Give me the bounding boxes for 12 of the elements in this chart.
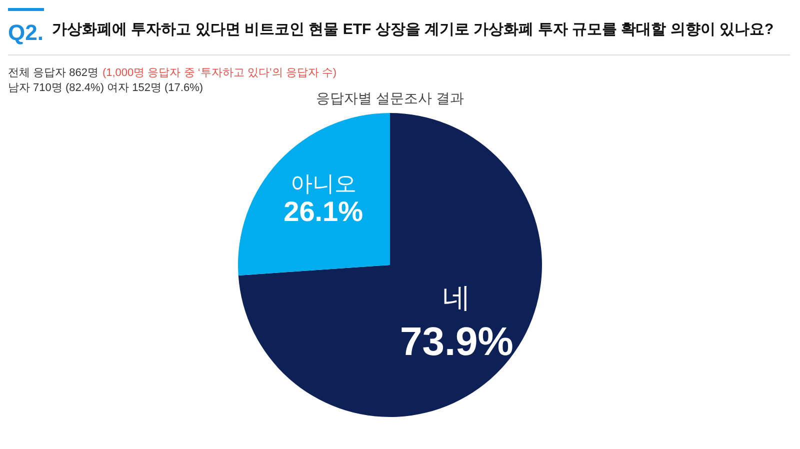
- text: 남자 710명 (82.4%) 여자 152명 (17.6%): [8, 82, 204, 94]
- slice-label: 아니오: [290, 170, 356, 196]
- chart-title: 가상화폐에 투자하고 있다면 비트코인 현물 ETF 상장을 계기로 가상화폐 투자 규모를 확대할 의향이 있나요?: [52, 21, 774, 38]
- text: Q2.: [8, 20, 44, 45]
- text: 전체 응답자 862명: [8, 67, 98, 79]
- pie-slice: [238, 113, 390, 276]
- slice-label: 네: [442, 282, 471, 314]
- pie-slice: [238, 113, 542, 417]
- chart-subtitle: 응답자별 설문조사 결과: [316, 90, 464, 106]
- data-label: 73.9%: [400, 320, 514, 364]
- text: (1,000명 응답자 중 ‘투자하고 있다’의 응답자 수): [102, 67, 337, 79]
- data-label: 26.1%: [284, 196, 364, 227]
